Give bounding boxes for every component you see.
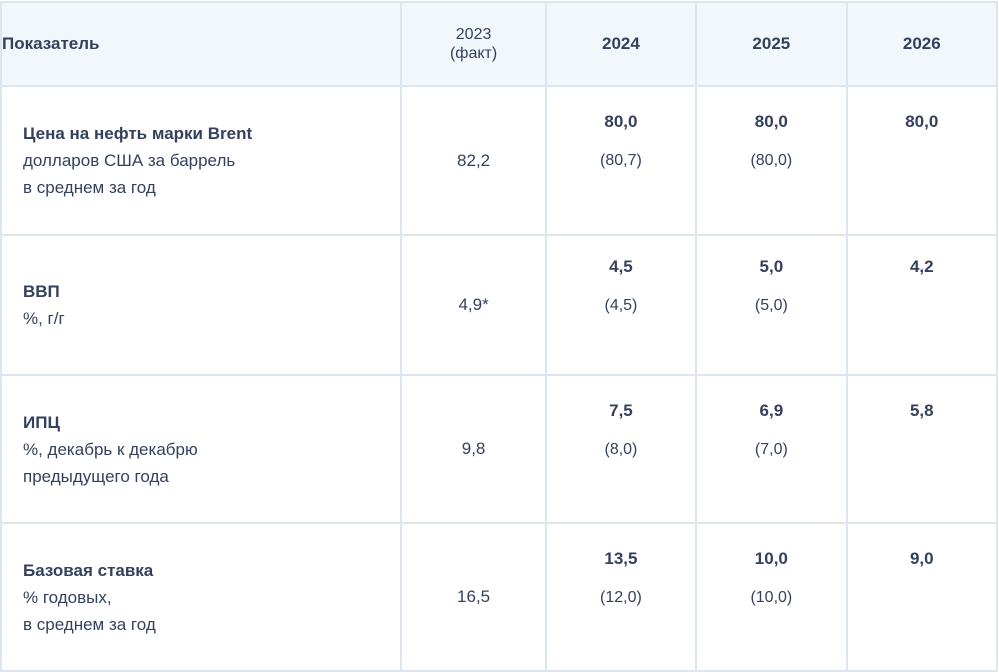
indicator-name: Базовая ставка — [23, 560, 154, 580]
forecast-cell-2024: 7,5 (8,0) — [544, 374, 698, 524]
previous-forecast: (4,5) — [604, 297, 638, 314]
header-year-2024: 2024 — [544, 1, 698, 87]
previous-forecast: (5,0) — [754, 297, 788, 314]
indicator-unit: предыдущего года — [23, 466, 169, 486]
indicator-name: Цена на нефть марки Brent — [23, 124, 253, 143]
previous-forecast: (80,0) — [750, 152, 793, 169]
forecast-cell-2024: 80,0 (80,7) — [544, 85, 698, 236]
indicator-unit: в среднем за год — [23, 614, 156, 634]
table-row: ИПЦ %, декабрь к декабрю предыдущего год… — [0, 374, 999, 524]
forecast-value: 80,0 — [905, 112, 939, 131]
indicator-unit: % годовых, — [23, 587, 112, 607]
forecast-cell-2026: 5,8 — [845, 374, 999, 524]
table-row: Цена на нефть марки Brent долларов США з… — [0, 85, 999, 236]
forecast-value: 80,0 — [604, 112, 638, 131]
table-body: Цена на нефть марки Brent долларов США з… — [0, 85, 999, 672]
forecast-value: 6,9 — [759, 401, 784, 420]
indicator-name: ИПЦ — [23, 412, 60, 432]
header-year-2025: 2025 — [695, 1, 848, 87]
previous-forecast: (7,0) — [754, 441, 788, 458]
header-fact-note: (факт) — [449, 45, 498, 62]
fact-value: 16,5 — [400, 522, 547, 672]
forecast-cell-2026: 9,0 — [845, 522, 999, 672]
header-year-2026: 2026 — [845, 1, 999, 87]
forecast-cell-2025: 6,9 (7,0) — [695, 374, 848, 524]
previous-forecast: (80,7) — [600, 152, 642, 169]
header-indicator: Показатель — [0, 1, 403, 87]
forecast-cell-2025: 80,0 (80,0) — [695, 85, 848, 236]
forecast-value: 80,0 — [754, 112, 788, 131]
previous-forecast: (8,0) — [604, 441, 638, 458]
indicator-cell: ВВП %, г/г — [0, 234, 403, 376]
header-2023-fact: 2023 (факт) — [400, 1, 547, 87]
fact-value: 9,8 — [400, 374, 547, 524]
table-row: ВВП %, г/г 4,9* 4,5 (4,5) 5,0 (5,0) 4,2 — [0, 234, 999, 376]
forecast-value: 9,0 — [909, 549, 934, 568]
forecast-value: 4,5 — [609, 257, 633, 276]
fact-value: 82,2 — [400, 85, 547, 236]
indicator-name: ВВП — [23, 282, 60, 301]
table-header: Показатель 2023 (факт) 2024 2025 2026 — [0, 1, 999, 87]
forecast-cell-2024: 13,5 (12,0) — [544, 522, 698, 672]
forecast-cell-2025: 10,0 (10,0) — [695, 522, 848, 672]
indicator-cell: Базовая ставка % годовых, в среднем за г… — [0, 522, 403, 672]
previous-forecast: (12,0) — [600, 589, 642, 606]
header-fact-year: 2023 — [455, 26, 492, 43]
table-row: Базовая ставка % годовых, в среднем за г… — [0, 522, 999, 672]
previous-forecast: (10,0) — [750, 589, 793, 606]
forecast-value: 4,2 — [909, 257, 934, 276]
header-row: Показатель 2023 (факт) 2024 2025 2026 — [0, 1, 999, 87]
indicator-unit: долларов США за баррель — [23, 151, 236, 170]
forecast-value: 5,8 — [909, 401, 934, 420]
forecast-cell-2025: 5,0 (5,0) — [695, 234, 848, 376]
forecast-cell-2024: 4,5 (4,5) — [544, 234, 698, 376]
forecast-value: 10,0 — [754, 549, 788, 568]
fact-value: 4,9* — [400, 234, 547, 376]
indicator-unit: %, г/г — [23, 309, 65, 328]
forecast-cell-2026: 80,0 — [845, 85, 999, 236]
forecast-value: 7,5 — [609, 401, 633, 420]
indicator-unit: %, декабрь к декабрю — [23, 439, 198, 459]
indicator-unit: в среднем за год — [23, 178, 156, 197]
indicator-cell: Цена на нефть марки Brent долларов США з… — [0, 85, 403, 236]
forecast-value: 5,0 — [759, 257, 784, 276]
forecast-cell-2026: 4,2 — [845, 234, 999, 376]
indicator-cell: ИПЦ %, декабрь к декабрю предыдущего год… — [0, 374, 403, 524]
forecast-value: 13,5 — [604, 549, 638, 568]
